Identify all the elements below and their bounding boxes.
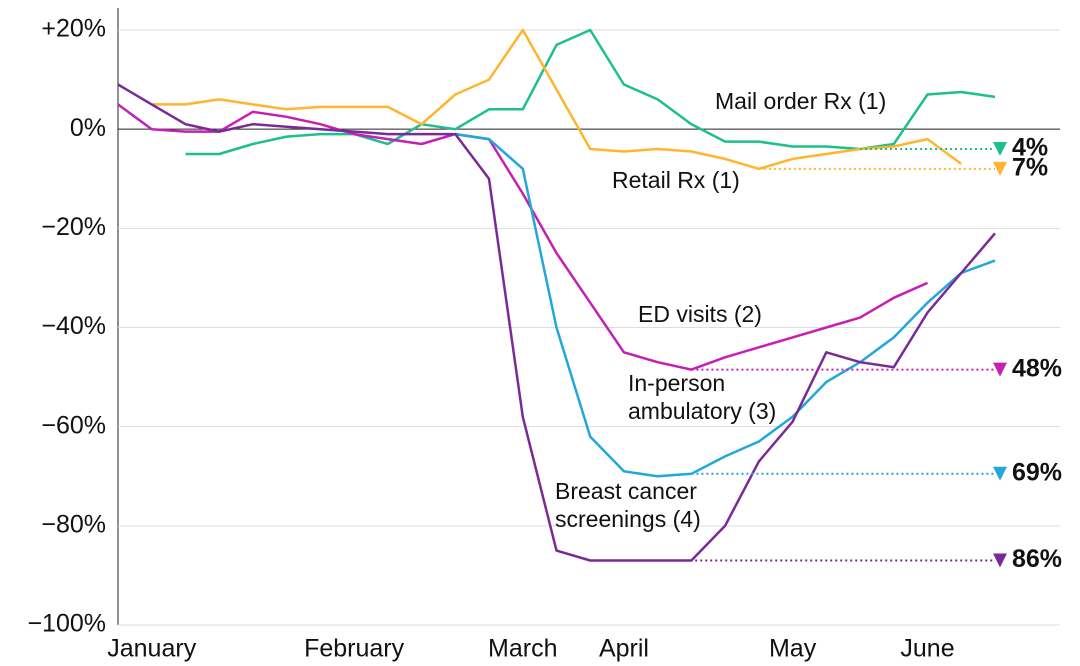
series-label: In-person ambulatory (3): [628, 370, 776, 424]
drop-arrow: [993, 553, 1007, 568]
drop-arrow: [993, 161, 1007, 176]
drop-label: 4%: [1012, 134, 1048, 162]
series-line: [117, 103, 929, 371]
drop-arrow: [993, 466, 1007, 481]
series-line: [455, 132, 996, 478]
drop-label: 48%: [1012, 354, 1062, 382]
series-line: [117, 83, 996, 562]
x-tick-label: January: [107, 635, 196, 663]
drop-label: 86%: [1012, 545, 1062, 573]
x-tick-label: February: [304, 635, 405, 663]
y-tick-label: −60%: [41, 411, 106, 439]
series-line: [151, 28, 962, 171]
y-tick-label: −20%: [41, 213, 106, 241]
drop-label: 7%: [1012, 153, 1048, 181]
y-tick-label: −80%: [41, 510, 106, 538]
drop-arrow: [993, 142, 1007, 156]
drop-label: 69%: [1012, 458, 1062, 486]
series-label: Mail order Rx (1): [715, 88, 886, 114]
x-tick-label: June: [900, 635, 954, 663]
x-tick-label: April: [599, 635, 649, 663]
y-tick-label: −40%: [41, 312, 106, 340]
y-tick-label: +20%: [41, 15, 106, 43]
series-label: Retail Rx (1): [612, 167, 740, 193]
y-tick-label: 0%: [70, 114, 106, 142]
y-tick-label: −100%: [27, 610, 106, 638]
x-tick-label: May: [769, 635, 817, 663]
drop-arrow: [993, 362, 1007, 377]
series-label: ED visits (2): [638, 301, 762, 327]
series-label: Breast cancer screenings (4): [555, 478, 703, 532]
x-tick-label: March: [488, 635, 557, 663]
